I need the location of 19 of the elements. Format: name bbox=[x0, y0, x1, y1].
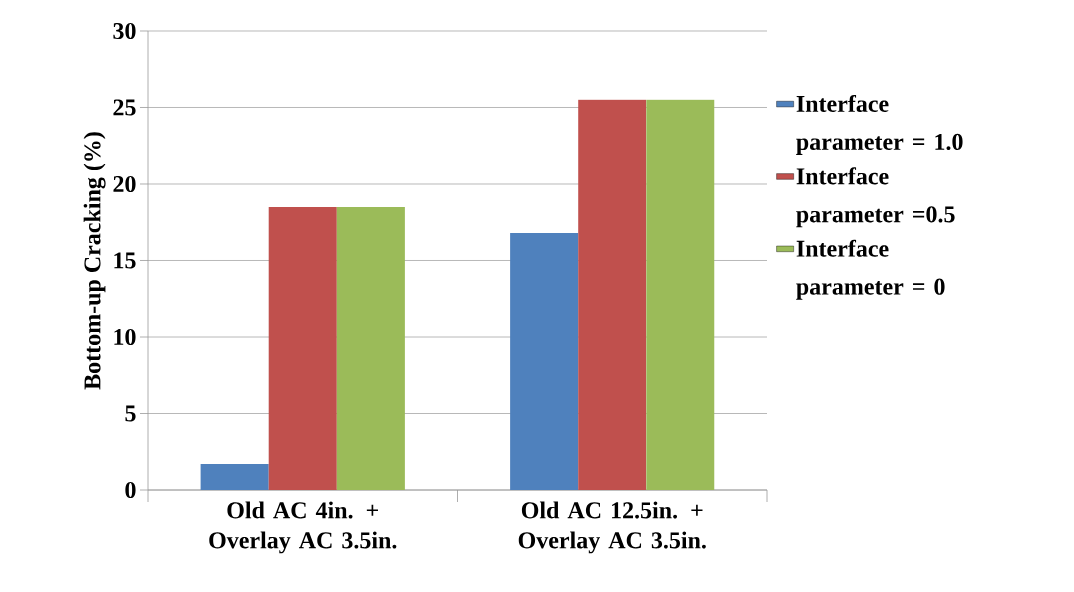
legend-label: Interface parameter = 1.0 bbox=[796, 94, 963, 155]
x-tick-label: Old AC 4in. + Overlay AC 3.5in. bbox=[209, 501, 397, 554]
y-tick-label: 5 bbox=[125, 405, 136, 422]
x-tick-label: Old AC 12.5in. + Overlay AC 3.5in. bbox=[518, 501, 706, 554]
y-tick-label: 10 bbox=[114, 328, 136, 346]
y-tick-label: 15 bbox=[114, 252, 136, 269]
bar bbox=[200, 463, 269, 490]
bar bbox=[510, 232, 579, 490]
y-tick-label: 0 bbox=[125, 481, 136, 499]
y-axis-title: Bottom-up Cracking (%) bbox=[83, 132, 106, 390]
y-tick-label: 20 bbox=[113, 175, 136, 193]
y-tick-label: 25 bbox=[113, 99, 136, 116]
bar bbox=[336, 206, 405, 490]
legend-label: Interface parameter = 0 bbox=[796, 239, 945, 300]
bar bbox=[578, 99, 647, 490]
bar bbox=[268, 206, 337, 490]
bar bbox=[646, 99, 715, 490]
y-tick-label: 30 bbox=[113, 22, 136, 40]
legend-label: Interface parameter =0.5 bbox=[796, 167, 955, 228]
